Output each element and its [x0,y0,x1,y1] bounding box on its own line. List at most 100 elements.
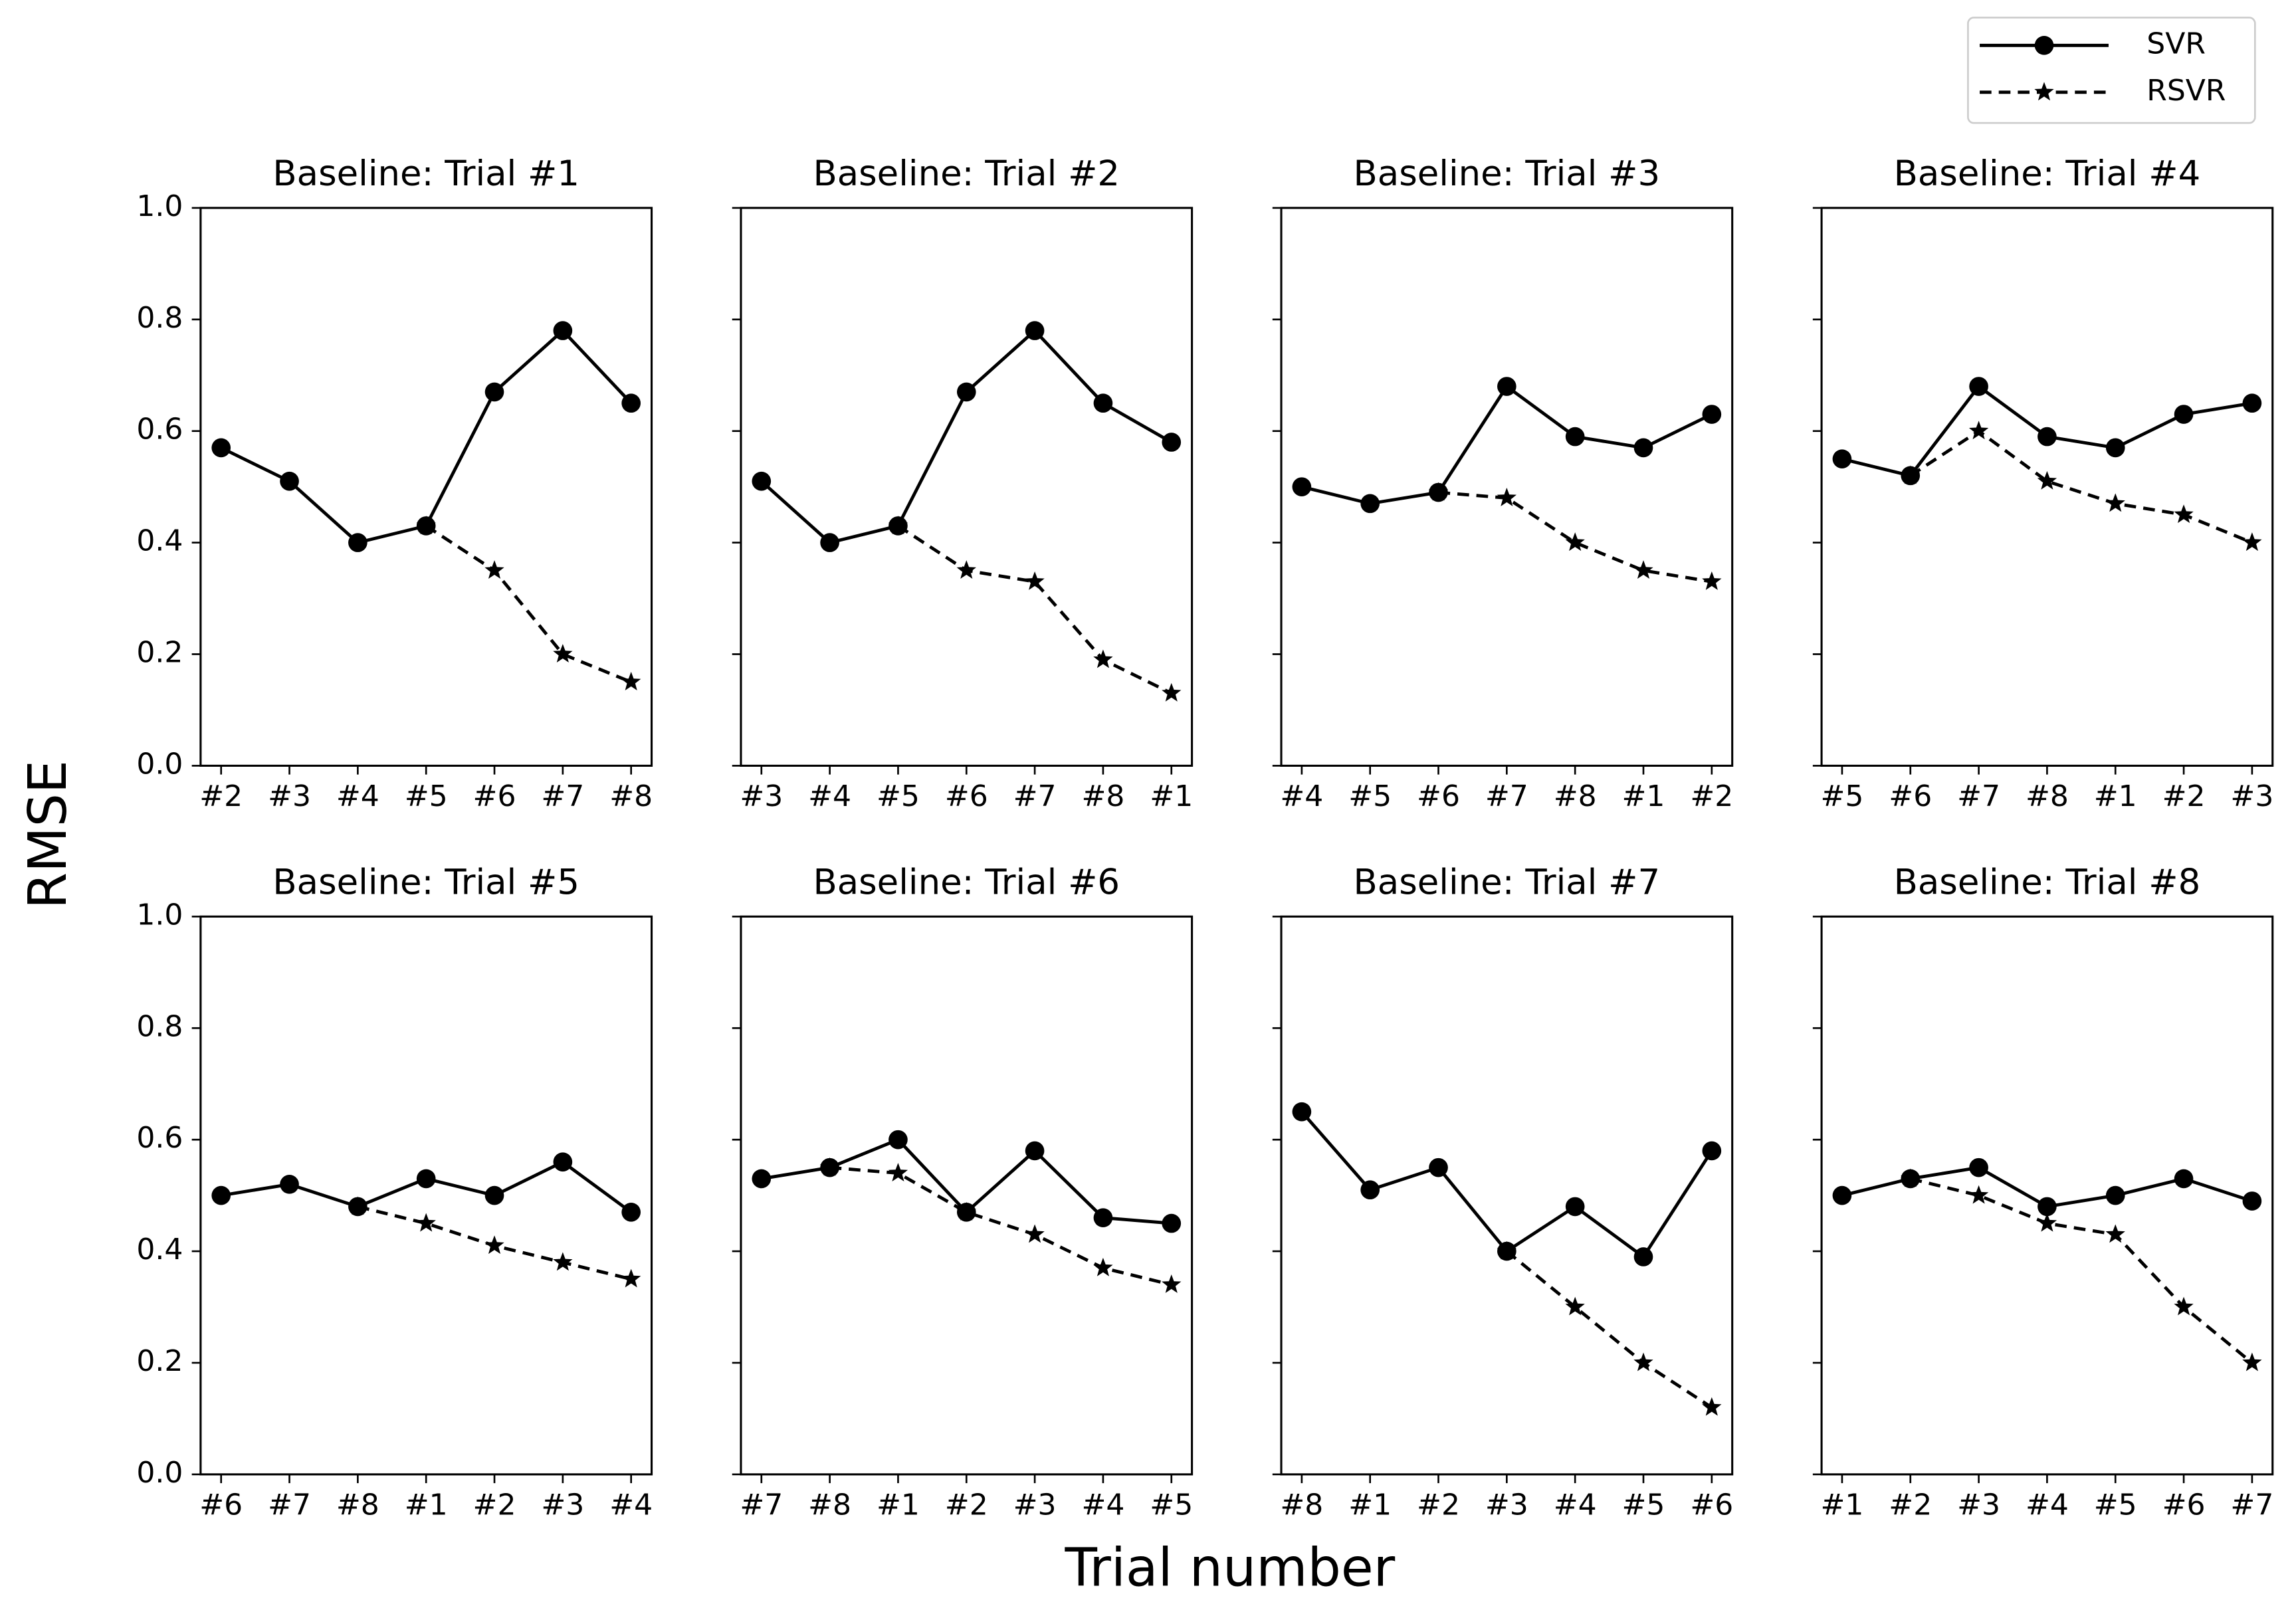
x-tick-label: #3 [541,1488,584,1522]
y-tick-label: 1.0 [136,189,183,223]
y-tick-label: 0.8 [136,301,183,335]
panel: #8 #1 #2 #3 #4 #5 #6 Baseline: Trial #7 [1272,862,1734,1522]
x-tick-label: #6 [2162,1488,2206,1522]
circle-marker [752,1169,772,1189]
x-tick-label: #2 [1690,779,1733,813]
x-tick-label: #5 [1348,779,1392,813]
x-tick-label: #4 [609,1488,653,1522]
x-tick-label: #2 [1889,1488,1932,1522]
x-tick-label: #6 [945,779,988,813]
x-tick-label: #5 [877,779,920,813]
series-line [1909,429,2253,544]
x-tick-label: #6 [199,1488,243,1522]
y-tick-label: 0.8 [136,1009,183,1043]
series-line [1505,1250,1713,1409]
panel: #1 #2 #3 #4 #5 #6 #7 Baseline: Trial #8 [1812,862,2273,1522]
series-line [760,328,1172,545]
x-tick-label: #4 [1554,1488,1597,1522]
circle-marker [2105,1185,2125,1205]
x-tick-label: #3 [1957,1488,2000,1522]
star-marker [2174,504,2194,524]
x-tick-label: #3 [1013,1488,1057,1522]
plot-frame [199,915,653,1476]
x-tick-label: #7 [541,779,584,813]
star-marker [1968,1185,1989,1204]
circle-marker [211,438,231,458]
circle-marker [752,471,772,491]
x-tick-label: #6 [473,779,516,813]
star-marker [1093,1257,1113,1276]
y-tick-label: 0.6 [136,413,183,447]
circle-marker [1025,321,1045,340]
star-marker [2174,1296,2194,1316]
x-tick-label: #3 [740,779,783,813]
panel-title: Baseline: Trial #7 [1354,862,1661,903]
star-marker [1025,1224,1045,1243]
circle-marker [2037,427,2057,447]
circle-marker [1832,1185,1852,1205]
x-tick-label: #3 [2230,779,2273,813]
star-marker [2037,1213,2057,1232]
circle-marker [1901,1169,1921,1189]
x-tick-label: #7 [1485,779,1528,813]
legend-label: RSVR [2146,74,2226,108]
x-tick-label: #7 [2230,1488,2273,1522]
star-marker [888,1163,908,1182]
x-tick-label: #7 [1957,779,2000,813]
x-tick-label: #2 [199,779,243,813]
x-tick-label: #7 [268,1488,311,1522]
circle-marker [1497,1241,1516,1261]
x-tick-label: #1 [2094,779,2137,813]
y-tick-label: 0.4 [136,1233,183,1266]
star-marker [2242,532,2262,552]
x-tick-label: #6 [1417,779,1460,813]
x-tick-label: #4 [1081,1488,1124,1522]
star-marker [1968,421,1989,440]
circle-marker [348,533,367,552]
x-axis-label: Trial number [1064,1536,1395,1598]
star-marker [1025,571,1045,590]
star-marker [1497,488,1517,506]
plot-frame [740,915,1194,1476]
x-tick-label: #3 [268,779,311,813]
x-tick-label: #8 [2026,779,2069,813]
series-line [1910,1177,2253,1364]
legend: SVR RSVR [1967,17,2256,124]
x-tick-label: #4 [2026,1488,2069,1522]
panel-title: Baseline: Trial #1 [272,153,579,194]
circle-marker [820,1158,839,1177]
circle-marker [1292,1102,1312,1122]
circle-marker [1093,1208,1113,1228]
x-tick-label: #5 [1622,1488,1665,1522]
circle-marker [820,533,839,552]
panel: 0.0 0.2 0.4 0.6 0.8 1.0 #2 #3 #4 #5 #6 #7 #8 Baseline… [136,153,653,813]
circle-marker [553,1152,573,1172]
circle-marker [1360,1180,1380,1200]
star-marker [1633,1352,1653,1371]
panel: #7 #8 #1 #2 #3 #4 #5 Baseline: Trial #6 [732,862,1194,1522]
x-tick-label: #4 [1280,779,1323,813]
x-tick-label: #8 [1554,779,1597,813]
circle-marker [1497,377,1516,396]
circle-marker [2105,438,2125,458]
x-tick-label: #2 [1417,1488,1460,1522]
plot-frame [1820,207,2274,767]
star-marker [553,644,573,662]
plot-frame [1280,915,1734,1476]
panel-title: Baseline: Trial #6 [813,862,1120,903]
x-tick-label: #8 [609,779,653,813]
x-tick-label: #4 [808,779,851,813]
circle-marker [2174,1169,2194,1189]
circle-marker [1969,1158,1988,1177]
star-marker [1093,649,1113,668]
x-tick-label: #6 [1889,779,1932,813]
y-tick-label: 0.2 [136,636,183,670]
panel-title: Baseline: Trial #3 [1354,153,1661,194]
circle-marker [956,382,976,402]
circle-marker [1162,1213,1182,1233]
panel: #3 #4 #5 #6 #7 #8 #1 Baseline: Trial #2 [732,153,1194,813]
circle-marker [1429,1158,1448,1177]
circle-marker [484,382,504,402]
plot-frame [740,207,1194,767]
